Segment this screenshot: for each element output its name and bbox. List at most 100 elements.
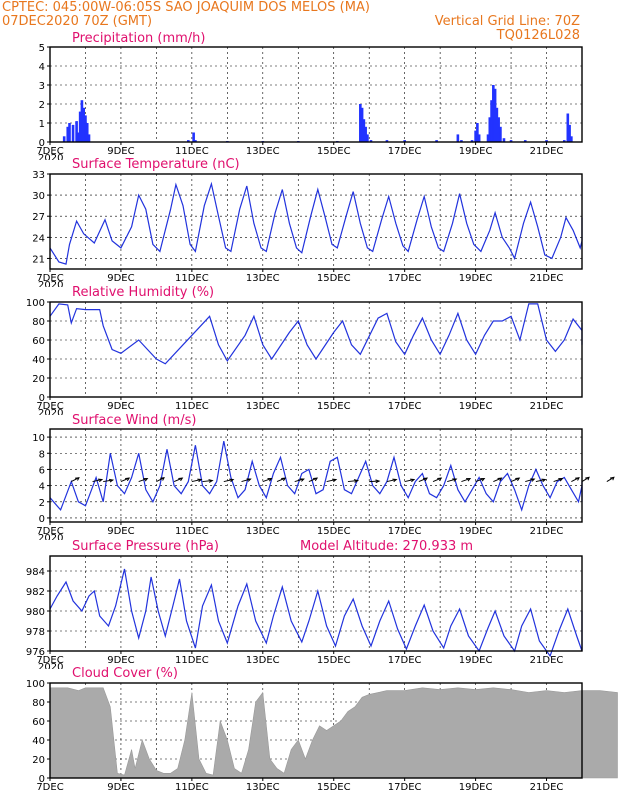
rh-frame: [49, 301, 583, 398]
precip-bar: [435, 140, 438, 142]
wind-arrow-head: [208, 479, 214, 483]
wind-arrow-shaft: [103, 479, 113, 483]
wind-xtick-label: 13DEC: [246, 526, 280, 537]
precip-xtick-label: 9DEC: [107, 146, 134, 157]
rh-xtick-label: 19DEC: [459, 401, 493, 412]
wind-arrow-head: [541, 478, 547, 483]
precip-bar: [476, 123, 479, 142]
wind-arrow-head: [313, 477, 319, 482]
rh-xtick-label: 9DEC: [107, 401, 134, 412]
cloud-frame: [49, 682, 583, 779]
pressure-ytick-label: 984: [26, 567, 45, 578]
temp-xtick-label: 7DEC: [36, 273, 63, 284]
precip-bar: [403, 140, 406, 142]
wind-title: Surface Wind (m/s): [72, 413, 196, 428]
precip-bar: [194, 140, 197, 142]
wind-arrow-head: [125, 477, 131, 482]
temp-frame: [49, 173, 583, 270]
rh-title: Relative Humidity (%): [72, 285, 214, 300]
wind-arrow-head: [575, 477, 580, 481]
wind-arrow-head: [353, 479, 360, 483]
precip-bar: [456, 134, 460, 142]
cloud-xtick-label: 13DEC: [246, 782, 280, 793]
precip-bar: [499, 126, 502, 142]
wind-arrow-head: [160, 477, 165, 481]
wind-arrow-head: [452, 478, 458, 482]
wind-arrow-head: [178, 477, 184, 482]
temp-ytick-label: 27: [32, 212, 45, 223]
precip-title: Precipitation (mm/h): [72, 31, 205, 46]
wind-year-label: 2020: [38, 533, 63, 544]
cloud-xtick-label: 17DEC: [388, 782, 422, 793]
header-grid-line: Vertical Grid Line: 70Z: [435, 14, 580, 29]
wind-arrow-head: [410, 478, 416, 483]
wind-xtick-label: 15DEC: [317, 526, 351, 537]
cloud-ytick-label: 0: [39, 774, 45, 785]
precip-bar: [486, 134, 490, 142]
precip-bar: [502, 138, 506, 142]
rh-xtick-label: 17DEC: [388, 401, 422, 412]
temp-xtick-label: 9DEC: [107, 273, 134, 284]
precip-bar: [545, 140, 548, 142]
cloud-title: Cloud Cover (%): [72, 666, 178, 681]
wind-arrow-head: [515, 477, 521, 482]
rh-xtick-label: 15DEC: [317, 401, 351, 412]
header-model-id: TQ0126L028: [496, 28, 580, 43]
precip-bar: [492, 85, 495, 142]
rh-year-label: 2020: [38, 408, 63, 419]
precip-bar: [488, 117, 492, 142]
pressure-xtick-label: 11DEC: [175, 655, 209, 666]
temp-ytick-label: 30: [32, 191, 45, 202]
cloud-ytick-label: 40: [32, 736, 45, 747]
wind-arrow-shaft: [92, 479, 103, 483]
rh-ytick-label: 0: [39, 393, 45, 404]
wind-arrow-head: [332, 478, 338, 483]
wind-arrow-head: [229, 478, 235, 483]
wind-arrow-head: [108, 478, 115, 483]
rh-xtick-label: 21DEC: [530, 401, 564, 412]
precip-bar: [192, 132, 195, 142]
precip-bar: [495, 107, 499, 142]
precip-bar: [66, 126, 70, 142]
wind-arrow-head: [97, 478, 104, 483]
temp-title: Surface Temperature (nC): [72, 157, 240, 172]
temp-xtick-label: 19DEC: [459, 273, 493, 284]
precip-bar: [68, 123, 71, 142]
precip-bar: [493, 88, 497, 142]
precip-bar: [71, 124, 75, 142]
wind-arrow-head: [281, 477, 287, 482]
wind-arrow-head: [197, 478, 203, 483]
rh-ytick-label: 20: [32, 374, 45, 385]
model-altitude: Model Altitude: 270.933 m: [300, 539, 473, 554]
rh-ytick-label: 40: [32, 355, 45, 366]
wind-arrow-head: [585, 476, 590, 481]
precip-bar: [78, 111, 82, 142]
wind-arrow-head: [558, 478, 564, 482]
wind-arrow-shaft: [326, 479, 337, 483]
rh-xtick-label: 7DEC: [36, 401, 63, 412]
wind-xtick-label: 21DEC: [530, 526, 564, 537]
temp-line: [49, 181, 583, 265]
cloud-ytick-label: 100: [26, 679, 45, 690]
wind-xtick-label: 9DEC: [107, 526, 134, 537]
precip-bar: [497, 117, 500, 142]
wind-arrow-head: [267, 478, 273, 482]
precip-xtick-label: 13DEC: [246, 146, 280, 157]
cloud-xtick-label: 15DEC: [317, 782, 351, 793]
precip-bar: [570, 136, 573, 142]
wind-ytick-label: 4: [39, 482, 45, 493]
wind-ytick-label: 8: [39, 449, 45, 460]
precip-bar: [84, 115, 87, 142]
cloud-ytick-label: 80: [32, 698, 45, 709]
wind-arrow-head: [609, 476, 615, 481]
wind-arrow-head: [480, 478, 486, 482]
precip-bar: [562, 140, 566, 142]
wind-arrow-head: [299, 478, 305, 482]
precip-bar: [87, 134, 91, 142]
header-run-date: 07DEC2020 70Z (GMT): [2, 14, 152, 29]
precip-year-label: 2020: [38, 153, 63, 164]
pressure-xtick-label: 7DEC: [36, 655, 63, 666]
wind-arrow-head: [246, 478, 252, 482]
pressure-title: Surface Pressure (hPa): [72, 539, 219, 554]
